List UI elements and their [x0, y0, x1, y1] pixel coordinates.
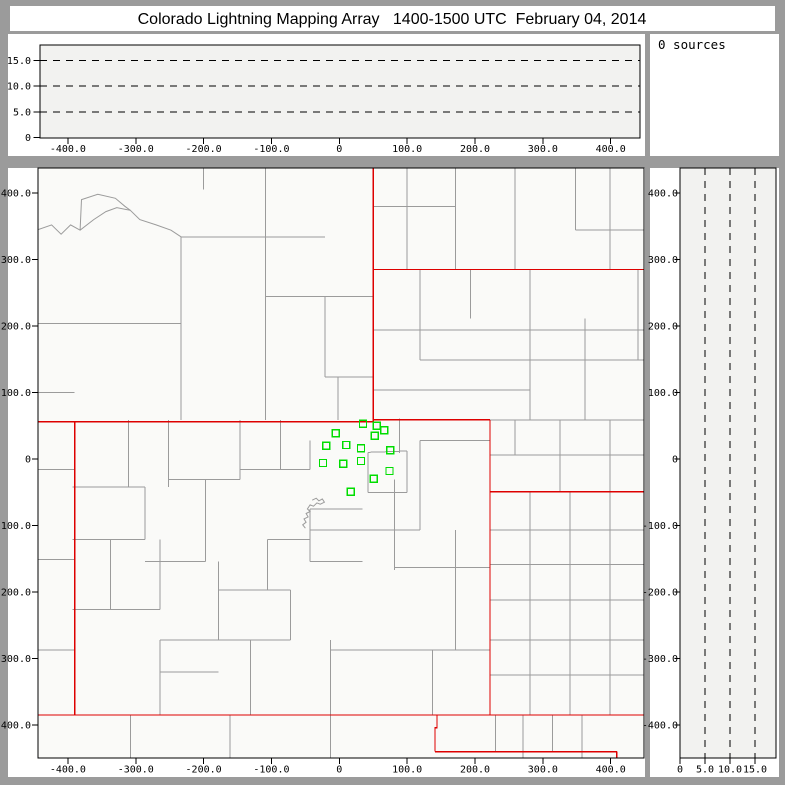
lma-station-marker: [385, 466, 394, 476]
x-axis-tick-label: 5.0: [696, 765, 714, 776]
y-axis-tick-label: 15.0: [7, 56, 31, 67]
panel-plan-view-map: 400.0 300.0 200.0 100.0 0 -100.0 -200.0 -300.0 -…: [0, 167, 645, 777]
panel-source-count-background: [650, 34, 779, 156]
y-axis-tick-label: 100.0: [648, 388, 678, 399]
lma-stations-layer: [318, 419, 395, 496]
map-plot-area: [38, 168, 644, 758]
y-axis-tick-label: 200.0: [648, 322, 678, 333]
lma-station-marker: [356, 456, 366, 466]
y-axis-tick-label: 400.0: [648, 189, 678, 200]
map-y-axis-tick-label: 400.0: [1, 189, 31, 200]
x-axis-tick-label: 0: [677, 765, 683, 776]
county-boundaries-layer: [38, 168, 644, 758]
x-axis-tick-label: 200.0: [460, 144, 490, 155]
map-x-axis-tick-label: -300.0: [118, 765, 154, 776]
title-bar: Colorado Lightning Mapping Array 1400-15…: [10, 6, 775, 31]
lma-station-marker: [346, 487, 355, 496]
altitude-ew-gridlines: [40, 59, 640, 113]
lma-station-marker: [322, 441, 331, 450]
map-x-axis-tick-label: 200.0: [460, 765, 490, 776]
map-y-axis-tick-label: -100.0: [0, 521, 31, 532]
x-axis-tick-label: -200.0: [186, 144, 222, 155]
map-layers: [38, 168, 644, 758]
map-frame: [37, 167, 645, 759]
panel-altitude-ns-plot-area: [680, 168, 776, 758]
y-axis-tick-label: -300.0: [642, 654, 678, 665]
county-boundary-line: [367, 450, 408, 453]
lma-station-marker: [356, 444, 366, 453]
lma-station-marker: [372, 421, 381, 430]
panel-source-count: 0 sources: [650, 34, 779, 156]
y-axis-tick-label: 5.0: [13, 107, 31, 118]
page-title: Colorado Lightning Mapping Array 1400-15…: [138, 11, 647, 28]
y-axis-tick-label: 0: [672, 455, 678, 466]
y-axis-tick-label: -200.0: [642, 588, 678, 599]
map-x-axis-tick-label: -400.0: [50, 765, 86, 776]
x-axis-tick-label: 400.0: [596, 144, 626, 155]
y-axis-tick-label: 10.0: [7, 82, 31, 93]
map-y-axis-tick-label: 0: [25, 455, 31, 466]
map-ticks: 400.0 300.0 200.0 100.0 0 -100.0 -200.0 -300.0 -…: [0, 189, 626, 776]
map-x-axis-tick-label: -200.0: [186, 765, 222, 776]
x-axis-tick-label: -100.0: [253, 144, 289, 155]
county-boundary-polyline: [301, 497, 326, 529]
y-axis-tick-label: -100.0: [642, 521, 678, 532]
title-bar-background: [10, 6, 775, 31]
panel-altitude-ew-plot-area: [40, 45, 640, 138]
panel-altitude-ew-frame: [39, 44, 641, 139]
map-x-axis-tick-label: -100.0: [253, 765, 289, 776]
x-axis-tick-label: 300.0: [528, 144, 558, 155]
source-count-label: 0 sources: [658, 37, 726, 52]
map-x-axis-tick-label: 100.0: [392, 765, 422, 776]
state-border-line: [434, 715, 438, 752]
lma-station-marker: [386, 446, 395, 455]
lma-station-marker: [341, 440, 351, 450]
map-y-axis-tick-label: -200.0: [0, 588, 31, 599]
y-axis-tick-label: 0: [25, 133, 31, 144]
altitude-ns-ticks: 400.0 300.0 200.0 100.0 0 -100.0 -200.0 -300.0 -…: [642, 189, 767, 776]
panel-altitude-ns-frame: [679, 167, 777, 759]
map-x-axis-tick-label: 400.0: [596, 765, 626, 776]
x-axis-tick-label: -400.0: [50, 144, 86, 155]
map-y-axis-tick-label: 100.0: [1, 388, 31, 399]
x-axis-tick-label: -300.0: [118, 144, 154, 155]
panel-altitude-ew: 0 5.0 10.0 15.0 -400.0 -300.0 -200.0 -100.0 0 100…: [7, 34, 645, 156]
y-axis-tick-label: -400.0: [642, 721, 678, 732]
panel-altitude-ns: 400.0 300.0 200.0 100.0 0 -100.0 -200.0 -300.0 -…: [642, 167, 779, 777]
map-x-axis-tick-label: 300.0: [528, 765, 558, 776]
map-y-axis-tick-label: -300.0: [0, 654, 31, 665]
county-boundary-polyline: [38, 207, 182, 238]
lma-station-marker: [370, 431, 379, 440]
state-boundaries-layer: [38, 168, 644, 758]
lma-station-marker: [318, 458, 328, 468]
lma-station-marker: [369, 474, 379, 484]
map-x-axis-tick-label: 0: [336, 765, 342, 776]
map-y-axis-tick-label: -400.0: [0, 721, 31, 732]
lma-station-marker: [379, 426, 389, 435]
x-axis-tick-label: 15.0: [743, 765, 767, 776]
x-axis-tick-label: 0: [336, 144, 342, 155]
lma-station-marker: [358, 419, 368, 428]
y-axis-tick-label: 300.0: [648, 255, 678, 266]
county-boundary-polyline: [79, 193, 131, 231]
map-y-axis-tick-label: 300.0: [1, 255, 31, 266]
altitude-ew-ticks: 0 5.0 10.0 15.0 -400.0 -300.0 -200.0 -100.0 0 100…: [7, 56, 626, 155]
map-y-axis-tick-label: 200.0: [1, 322, 31, 333]
lma-station-marker: [331, 428, 341, 438]
x-axis-tick-label: 10.0: [718, 765, 742, 776]
x-axis-tick-label: 100.0: [392, 144, 422, 155]
lma-station-marker: [339, 459, 348, 468]
